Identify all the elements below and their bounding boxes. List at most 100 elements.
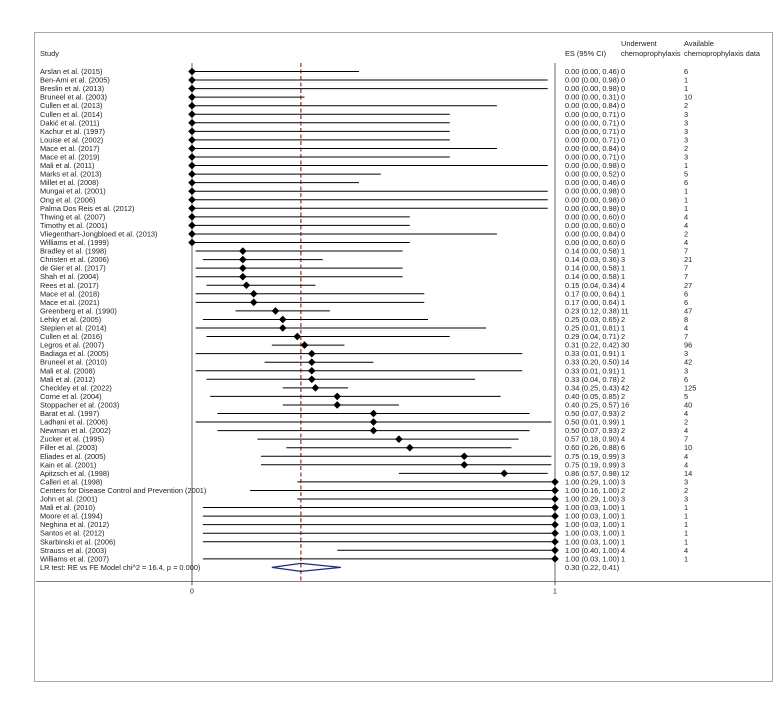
effect-marker [239,255,247,264]
study-label: Millet et al. (2008) [40,178,99,187]
available-count: 40 [684,400,692,409]
study-label: Checkley et al. (2022) [40,383,112,392]
study-label: Breslin et al. (2013) [40,84,104,93]
available-count: 1 [684,84,688,93]
underwent-count: 14 [621,358,629,367]
study-row: Shah et al. (2004) 0.14 (0.00, 0.58) 1 7 [40,272,688,281]
available-count: 4 [684,238,688,247]
study-row: Mali et al. (2008) 0.33 (0.01, 0.91) 1 3 [40,366,688,375]
underwent-count: 0 [621,195,625,204]
underwent-count: 11 [621,306,629,315]
study-label: Skarbinski et al. (2006) [40,537,116,546]
available-count: 7 [684,247,688,256]
available-count: 7 [684,272,688,281]
underwent-count: 3 [621,495,625,504]
available-count: 10 [684,443,692,452]
underwent-count: 16 [621,400,629,409]
es-ci-value: 1.00 (0.03, 1.00) [565,512,619,521]
underwent-count: 1 [621,512,625,521]
available-count: 5 [684,170,688,179]
underwent-count: 3 [621,477,625,486]
underwent-count: 0 [621,118,625,127]
available-count: 8 [684,315,688,324]
underwent-count: 1 [621,418,625,427]
es-ci-value: 0.00 (0.00, 0.98) [565,76,619,85]
es-ci-value: 0.00 (0.00, 0.46) [565,178,619,187]
underwent-count: 12 [621,469,629,478]
study-label: Stoppacher et al. (2003) [40,400,119,409]
study-label: Palma Dos Reis et al. (2012) [40,204,134,213]
es-ci-value: 0.33 (0.04, 0.78) [565,375,619,384]
pooled-label: LR test: RE vs FE Model chi^2 = 16.4, p … [40,563,200,572]
available-count: 6 [684,298,688,307]
study-row: Mali et al. (2012) 0.33 (0.04, 0.78) 2 6 [40,375,688,384]
es-ci-value: 0.31 (0.22, 0.42) [565,341,619,350]
header-study: Study [40,49,59,58]
es-ci-value: 1.00 (0.29, 1.00) [565,495,619,504]
study-label: Mungai et al. (2001) [40,187,106,196]
available-count: 47 [684,306,692,315]
available-count: 14 [684,469,692,478]
underwent-count: 1 [621,264,625,273]
effect-marker [307,375,316,384]
study-label: Cullen et al. (2016) [40,332,102,341]
available-count: 1 [684,529,688,538]
effect-marker [293,332,302,341]
pooled-row: LR test: RE vs FE Model chi^2 = 16.4, p … [40,562,619,573]
underwent-count: 2 [621,332,625,341]
study-row: Mace et al. (2021) 0.17 (0.00, 0.64) 1 6 [40,298,688,307]
underwent-count: 1 [621,289,625,298]
available-count: 3 [684,110,688,119]
underwent-count: 0 [621,144,625,153]
underwent-count: 0 [621,67,625,76]
available-count: 6 [684,67,688,76]
study-label: Ladhani et al. (2006) [40,418,108,427]
underwent-count: 4 [621,435,625,444]
effect-marker [500,469,508,478]
underwent-count: 0 [621,178,625,187]
underwent-count: 0 [621,204,625,213]
header-underwent-line1: Underwent [621,39,657,48]
study-label: John et al. (2001) [40,495,98,504]
underwent-count: 0 [621,84,625,93]
underwent-count: 1 [621,537,625,546]
available-count: 5 [684,392,688,401]
study-row: Corne et al. (2004) 0.40 (0.05, 0.85) 2 5 [40,392,688,401]
available-count: 1 [684,161,688,170]
es-ci-value: 1.00 (0.29, 1.00) [565,477,619,486]
study-label: Williams et al. (2007) [40,554,109,563]
effect-marker [249,298,258,307]
effect-marker [278,315,287,324]
study-label: Lehky et al. (2005) [40,315,101,324]
es-ci-value: 0.00 (0.00, 0.98) [565,195,619,204]
available-count: 27 [684,281,692,290]
underwent-count: 1 [621,324,625,333]
es-ci-value: 1.00 (0.40, 1.00) [565,546,619,555]
study-rows: Arslan et al. (2015) 0.00 (0.00, 0.46) 0 6B… [40,67,696,573]
effect-marker [369,418,378,426]
available-count: 3 [684,118,688,127]
study-label: Vliegenthart-Jongbloed et al. (2013) [40,229,158,238]
available-count: 1 [684,76,688,85]
study-label: Rees et al. (2017) [40,281,99,290]
es-ci-value: 0.14 (0.00, 0.58) [565,272,619,281]
header-available-line1: Available [684,39,714,48]
effect-marker [239,272,247,281]
available-count: 2 [684,418,688,427]
study-row: Christen et al. (2006) 0.14 (0.03, 0.36) 3… [40,255,692,264]
es-ci-value: 1.00 (0.03, 1.00) [565,529,619,538]
es-ci-value: 0.14 (0.00, 0.58) [565,264,619,273]
effect-marker [278,324,287,332]
effect-marker [333,401,341,409]
effect-marker [460,452,469,461]
study-label: Ben-Ami et al. (2005) [40,76,110,85]
underwent-count: 0 [621,238,625,247]
study-row: Lehky et al. (2005) 0.25 (0.03, 0.65) 2 8 [40,315,688,324]
study-row: Checkley et al. (2022) 0.34 (0.25, 0.43) 4… [40,383,696,392]
study-label: Mace et al. (2017) [40,144,100,153]
study-label: Corne et al. (2004) [40,392,102,401]
underwent-count: 0 [621,161,625,170]
available-count: 3 [684,127,688,136]
underwent-count: 0 [621,153,625,162]
